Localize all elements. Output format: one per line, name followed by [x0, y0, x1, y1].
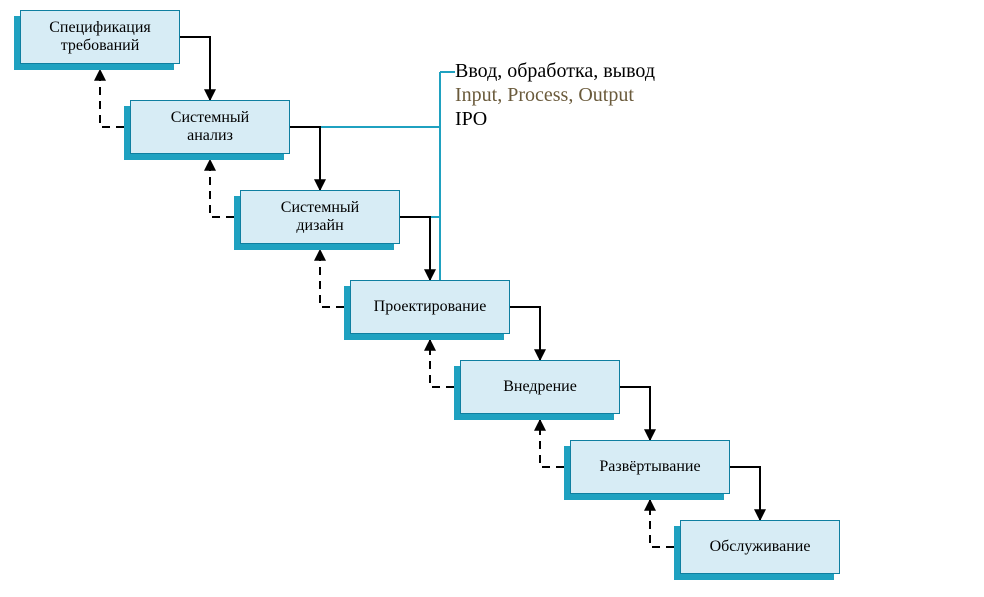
node-label: Системный дизайн	[281, 199, 359, 236]
node-n2: Системный дизайн	[240, 190, 400, 244]
back-edge	[210, 160, 234, 217]
forward-edge	[180, 37, 210, 100]
back-edge	[100, 70, 124, 127]
callout-text: IPO	[455, 108, 487, 130]
forward-edge	[290, 127, 320, 190]
node-n1: Системный анализ	[130, 100, 290, 154]
forward-edge	[510, 307, 540, 360]
back-edge	[430, 340, 454, 387]
node-label: Развёртывание	[599, 458, 700, 476]
diagram-canvas: Спецификация требований Системный анализ С…	[0, 0, 984, 597]
node-label: Спецификация требований	[49, 19, 151, 56]
node-n4: Внедрение	[460, 360, 620, 414]
back-edge	[650, 500, 674, 547]
back-edge	[540, 420, 564, 467]
forward-edge	[730, 467, 760, 520]
callout-text: Ввод, обработка, вывод	[455, 60, 655, 82]
forward-edge	[400, 217, 430, 280]
node-label: Обслуживание	[710, 538, 811, 556]
node-n0: Спецификация требований	[20, 10, 180, 64]
callout-text: Input, Process, Output	[455, 84, 634, 106]
node-label: Системный анализ	[171, 109, 249, 146]
forward-edge	[620, 387, 650, 440]
back-edge	[320, 250, 344, 307]
node-n3: Проектирование	[350, 280, 510, 334]
node-n6: Обслуживание	[680, 520, 840, 574]
node-label: Внедрение	[503, 378, 577, 396]
node-label: Проектирование	[374, 298, 487, 316]
node-n5: Развёртывание	[570, 440, 730, 494]
callout-text-line: Input, Process, Output	[455, 84, 634, 107]
callout-text-line: IPO	[455, 108, 487, 131]
callout-text-line: Ввод, обработка, вывод	[455, 60, 655, 83]
